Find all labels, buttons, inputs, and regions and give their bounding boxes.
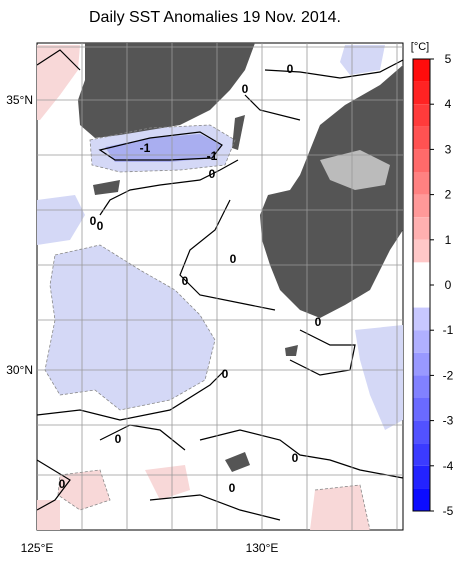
land-island — [232, 115, 245, 150]
colorbar-tick-label: -4 — [443, 459, 454, 473]
graticule — [37, 43, 403, 530]
land-island — [285, 345, 298, 356]
contour-label: 0 — [242, 82, 249, 96]
warm-anomaly — [145, 465, 190, 500]
contour-label: 0 — [315, 315, 322, 329]
land-highland — [320, 150, 390, 190]
colorbar-tick-label: -5 — [443, 504, 454, 518]
colorbar-segment — [413, 172, 430, 195]
colorbar-segment — [413, 285, 430, 308]
colorbar-segment — [413, 465, 430, 489]
colorbar-segment — [413, 307, 430, 331]
colorbar-segment — [413, 59, 430, 82]
colorbar-segment — [413, 104, 430, 127]
warm-anomaly — [58, 470, 110, 510]
cold-anomaly — [340, 45, 385, 75]
colorbar-tick-label: 3 — [445, 142, 452, 156]
contour-label: 0 — [115, 432, 122, 446]
half-degree-contour — [44, 124, 371, 531]
colorbar-tick-label: 0 — [445, 278, 452, 292]
cold-anomaly — [355, 325, 403, 430]
contour-label: 0 — [222, 367, 229, 381]
contour-label: -1 — [140, 141, 151, 155]
contour-label: 0 — [59, 477, 66, 491]
colorbar-segment — [413, 194, 430, 218]
colorbar-segment — [413, 262, 430, 285]
land-kyushu — [260, 65, 403, 318]
colorbar-segment — [413, 330, 430, 353]
colorbar-segment — [413, 443, 430, 466]
contour-label: 0 — [182, 274, 189, 288]
lon-label: 125°E — [21, 541, 54, 555]
colorbar-tick-label: 1 — [445, 233, 452, 247]
title: Daily SST Anomalies 19 Nov. 2014. — [89, 9, 341, 26]
zero-contour — [36, 49, 404, 521]
map-area — [36, 42, 404, 531]
contour-label: 0 — [229, 481, 236, 495]
colorbar-tick-label: 4 — [445, 97, 452, 111]
colorbar-tick-label: -3 — [443, 414, 454, 428]
warm-anomaly — [310, 485, 370, 530]
contour-label: 0 — [209, 167, 216, 181]
colorbar-tick-label: 5 — [445, 52, 452, 66]
lat-label: 35°N — [6, 93, 33, 107]
colorbar-segment — [413, 149, 430, 172]
cold-anomaly — [45, 245, 215, 410]
colorbar: [°C] 5 4 3 2 1 0 -1 -2 -3 -4 -5 — [411, 41, 454, 518]
cold-anomaly — [37, 195, 85, 245]
land-island — [93, 180, 120, 195]
colorbar-segment — [413, 420, 430, 444]
warm-anomaly — [37, 500, 60, 530]
colorbar-segment — [413, 352, 430, 376]
lon-label: 130°E — [246, 541, 279, 555]
colorbar-segment — [413, 217, 430, 240]
contour-label: 0 — [97, 219, 104, 233]
warm-anomaly — [37, 45, 80, 120]
colorbar-tick-label: -1 — [443, 323, 454, 337]
land-island — [225, 452, 250, 472]
contour-label: 0 — [292, 451, 299, 465]
colorbar-unit: [°C] — [411, 41, 429, 53]
colorbar-segment — [413, 375, 430, 398]
colorbar-tick-label: 2 — [445, 188, 452, 202]
colorbar-tick-label: -2 — [443, 368, 454, 382]
colorbar-segment — [413, 81, 430, 105]
contour-label: -1 — [207, 149, 218, 163]
land-korea — [78, 43, 255, 138]
contour-label: 0 — [230, 252, 237, 266]
contour-label: 0 — [287, 62, 294, 76]
lat-label: 30°N — [6, 363, 33, 377]
colorbar-segment — [413, 126, 430, 150]
colorbar-segment — [413, 239, 430, 263]
colorbar-segment — [413, 488, 430, 511]
colorbar-segment — [413, 398, 430, 421]
contour-label: 0 — [90, 214, 97, 228]
